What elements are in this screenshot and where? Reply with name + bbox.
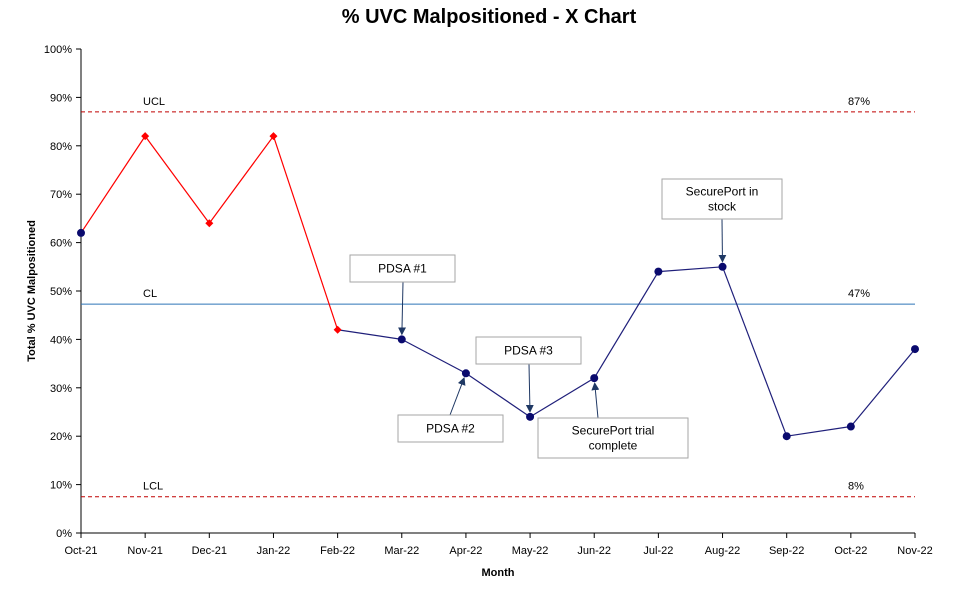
x-tick-label: Aug-22 [705,545,740,557]
data-point [718,262,727,271]
data-point [911,345,919,354]
data-point [397,335,406,344]
annotation-text: PDSA #3 [504,344,553,358]
annotation-arrow [398,281,407,336]
series-segment [337,329,402,340]
data-point [590,374,599,383]
annotation-text: PDSA #2 [426,422,475,436]
data-point [461,369,470,378]
annotation-arrow [449,377,466,416]
data-point [782,432,791,441]
y-tick-label: 10% [50,480,72,492]
series-segment [850,348,916,427]
y-axis-title: Total % UVC Malpositioned [26,220,38,362]
series-segment [529,377,595,418]
ucl-label: UCL [143,96,165,108]
y-tick-label: 40% [50,334,72,346]
annotation-text: SecurePort in [686,185,759,199]
flagged-point [333,325,342,334]
annotation-box [397,414,504,443]
x-tick-label: Nov-21 [127,545,162,557]
y-tick-label: 90% [50,92,72,104]
annotation-box [537,417,689,459]
y-tick-label: 0% [56,528,72,540]
x-tick-label: Jul-22 [643,545,673,557]
ucl-value-label: 87% [848,96,870,108]
series-segment [144,135,210,224]
flagged-point [269,132,278,141]
y-tick-label: 60% [50,238,72,250]
annotation-arrow [525,363,534,413]
series-segment [465,372,531,418]
x-tick-label: Dec-21 [192,545,227,557]
y-tick-label: 30% [50,383,72,395]
annotation-text: SecurePort trial [572,424,655,438]
flagged-point [141,132,150,141]
x-tick-label: Oct-21 [64,545,97,557]
y-tick-label: 100% [44,44,72,56]
axes: 0% 10% 20% 30% 40% 50% 60% 70% 80% 90% 100% Oct-21 N… [44,44,933,557]
x-axis-title: Month [482,567,515,579]
x-tick-label: Nov-22 [897,545,932,557]
data-point [846,422,855,431]
flagged-point [205,219,214,228]
data-series [77,132,919,441]
x-tick-label: Jun-22 [577,545,611,557]
y-tick-label: 70% [50,189,72,201]
annotation-box [661,178,783,220]
x-tick-label: Sep-22 [769,545,804,557]
control-lines: UCL 87% CL 47% LCL 8% [81,96,915,498]
series-segment [401,338,467,374]
data-point [654,267,663,276]
y-tick-label: 20% [50,431,72,443]
x-tick-label: Feb-22 [320,545,355,557]
series-segment [721,266,788,437]
series-segment [208,135,274,224]
lcl-value-label: 8% [848,481,864,493]
x-tick-label: Oct-22 [834,545,867,557]
y-tick-label: 80% [50,141,72,153]
annotation-text: stock [708,200,737,214]
x-tick-label: Apr-22 [449,545,482,557]
cl-value-label: 47% [848,288,870,300]
chart-title: % UVC Malpositioned - X Chart [341,6,637,28]
annotation-arrow [591,382,600,419]
x-tick-label: Jan-22 [257,545,291,557]
annotation-text: complete [589,439,638,453]
data-point [526,412,535,421]
annotation-text: PDSA #1 [378,262,427,276]
annotations: PDSA #1 PDSA #2 PDSA #3 SecurePort trialcom… [349,178,783,459]
cl-label: CL [143,288,157,300]
annotation-box [475,336,582,365]
series-segment [272,135,339,330]
lcl-label: LCL [143,481,163,493]
annotation-box [349,254,456,283]
series-segment [786,425,851,437]
data-point [77,228,85,237]
series-segment [658,266,723,273]
series-segment [593,271,659,379]
x-tick-label: May-22 [512,545,549,557]
y-tick-label: 50% [50,286,72,298]
x-tick-label: Mar-22 [384,545,419,557]
series-segment [80,135,146,234]
